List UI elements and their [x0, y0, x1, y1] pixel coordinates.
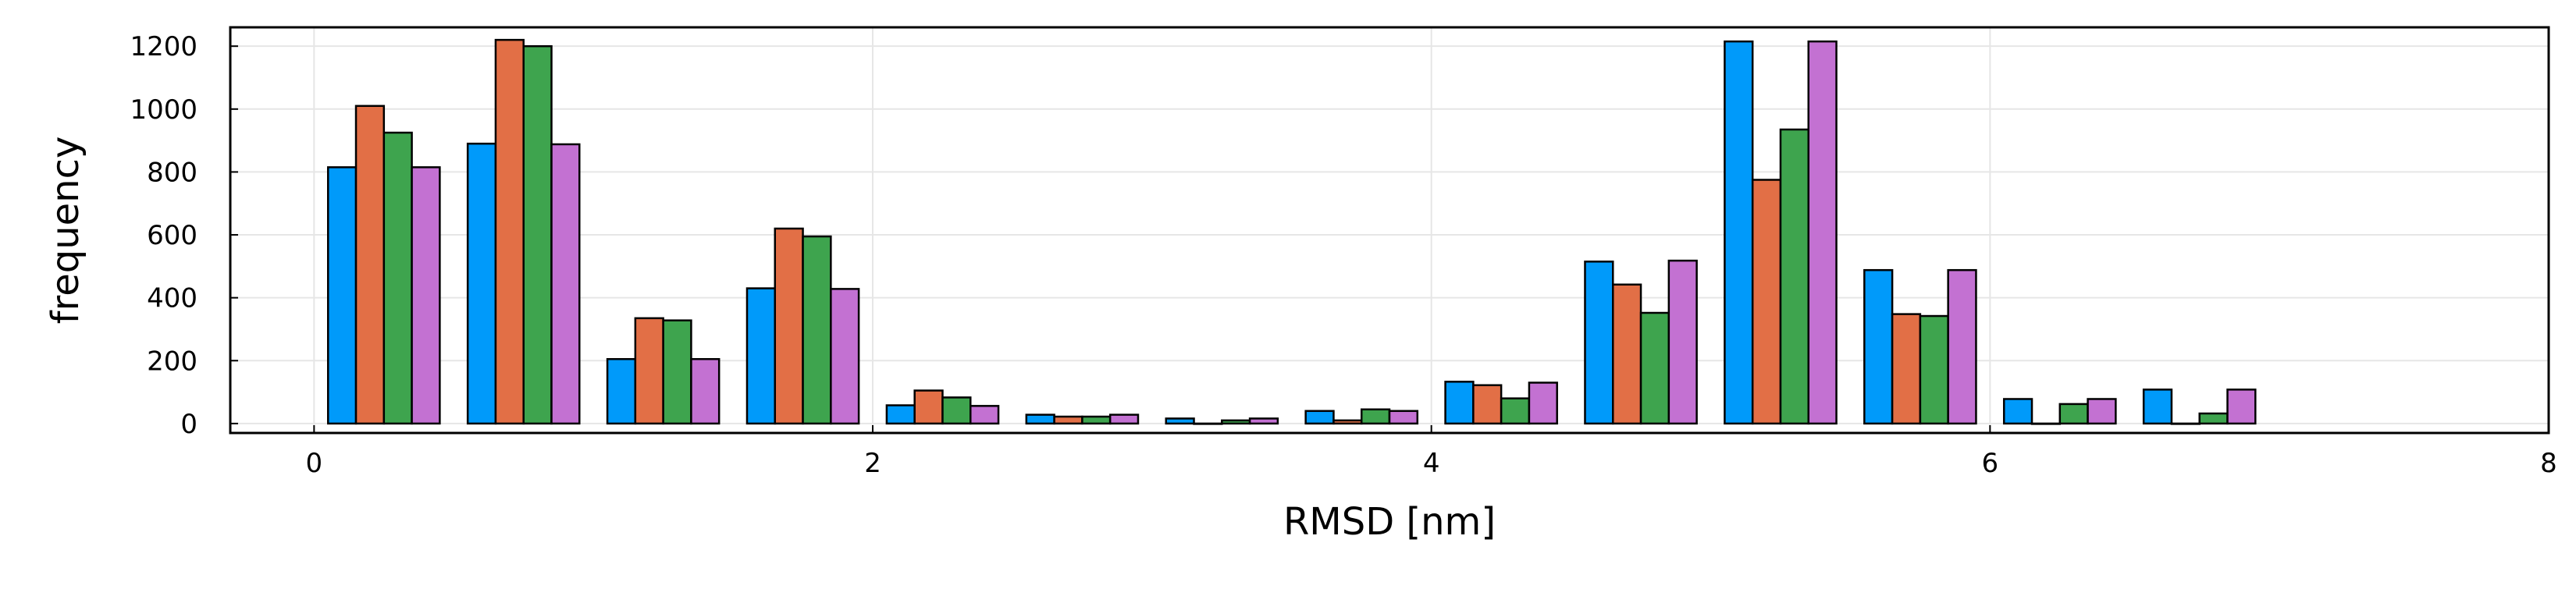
bar [2002, 398, 2033, 425]
bar [941, 396, 972, 425]
bar [1053, 415, 1083, 425]
bar [1472, 384, 1503, 425]
bar [1108, 413, 1140, 425]
bar [354, 105, 386, 425]
bar [662, 319, 692, 425]
bar [1248, 417, 1279, 425]
y-tick-label: 1200 [130, 31, 197, 62]
bar [1500, 397, 1531, 425]
bars-layer [326, 38, 2257, 425]
x-tick-label: 8 [2540, 448, 2557, 479]
bar [326, 166, 358, 425]
bar [1360, 408, 1391, 425]
y-tick-label: 1000 [130, 94, 197, 126]
bar [522, 44, 553, 425]
bar [1919, 314, 1949, 425]
bar [1584, 261, 1614, 425]
bar [1528, 381, 1558, 425]
x-tick-label: 2 [864, 448, 881, 479]
bar [1807, 40, 1838, 425]
bar [885, 404, 916, 425]
bar [1221, 419, 1251, 425]
bar [1444, 381, 1475, 425]
y-tick-label: 800 [147, 157, 197, 188]
bar [774, 227, 804, 425]
y-tick-label: 200 [147, 346, 197, 377]
bar [802, 235, 832, 425]
bar [1947, 268, 1977, 425]
ticks-layer: 0 2 4 6 8 0 200 400 600 800 1000 1200 [130, 31, 2556, 479]
y-tick-label: 400 [147, 283, 197, 314]
bar [606, 358, 637, 425]
bar [1388, 410, 1419, 425]
x-tick-label: 6 [1982, 448, 1999, 479]
bar [1751, 179, 1782, 425]
bar [2226, 389, 2257, 425]
bar [1025, 413, 1055, 425]
bar [690, 358, 720, 425]
x-axis-title: RMSD [nm] [1283, 500, 1496, 544]
y-tick-label: 0 [180, 409, 197, 440]
bar [1165, 417, 1195, 425]
bar [1724, 40, 1754, 425]
bar [1332, 419, 1363, 425]
x-tick-label: 4 [1423, 448, 1440, 479]
bar [1304, 410, 1335, 425]
bar [2142, 389, 2173, 425]
y-tick-label: 600 [147, 220, 197, 251]
bar [411, 166, 441, 425]
bar [1667, 259, 1698, 425]
bar [2198, 412, 2229, 425]
bar [494, 38, 525, 425]
bar [382, 131, 413, 425]
bar [2087, 398, 2117, 425]
bar [550, 143, 581, 425]
y-axis-title: frequency [44, 137, 87, 325]
bar [2058, 403, 2089, 425]
bar [634, 317, 664, 425]
bar [970, 405, 1000, 425]
x-tick-label: 0 [306, 448, 323, 479]
bar [913, 389, 944, 425]
bar [1612, 283, 1642, 425]
bar [1639, 311, 1670, 425]
bar [1863, 268, 1894, 425]
bar [1779, 128, 1809, 425]
bar [466, 142, 497, 425]
plot-frame [229, 26, 2550, 435]
bar [1891, 313, 1922, 425]
bar [745, 287, 777, 425]
bar [1081, 415, 1112, 425]
bar [830, 288, 860, 425]
